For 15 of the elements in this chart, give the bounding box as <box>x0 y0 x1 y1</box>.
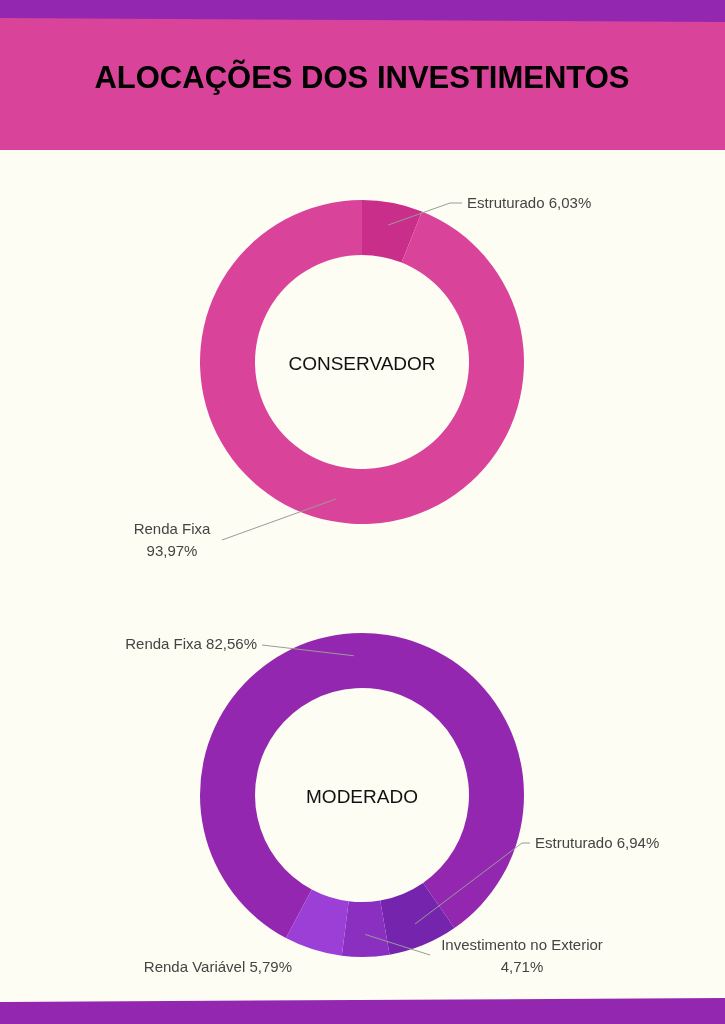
donut-slice <box>341 900 390 957</box>
slice-label: Estruturado 6,94% <box>535 834 660 851</box>
chart-title: ALOCAÇÕES DOS INVESTIMENTOS <box>94 59 630 95</box>
donut-slice <box>285 889 349 956</box>
text: CONSERVADOR <box>288 353 436 374</box>
slice-label: Investimento no Exterior <box>441 936 603 953</box>
slice-label: Renda Variável 5,79% <box>143 958 292 975</box>
donut-slice <box>200 633 524 939</box>
donut-slice <box>362 200 422 263</box>
text: MODERADO <box>306 786 418 807</box>
data-label: 4,71% <box>500 958 544 975</box>
slice-label: Renda Fixa <box>133 520 211 537</box>
slice-label: Estruturado 6,03% <box>467 194 592 211</box>
data-label: 93,97% <box>146 542 198 559</box>
slice-label: Renda Fixa 82,56% <box>125 635 257 652</box>
